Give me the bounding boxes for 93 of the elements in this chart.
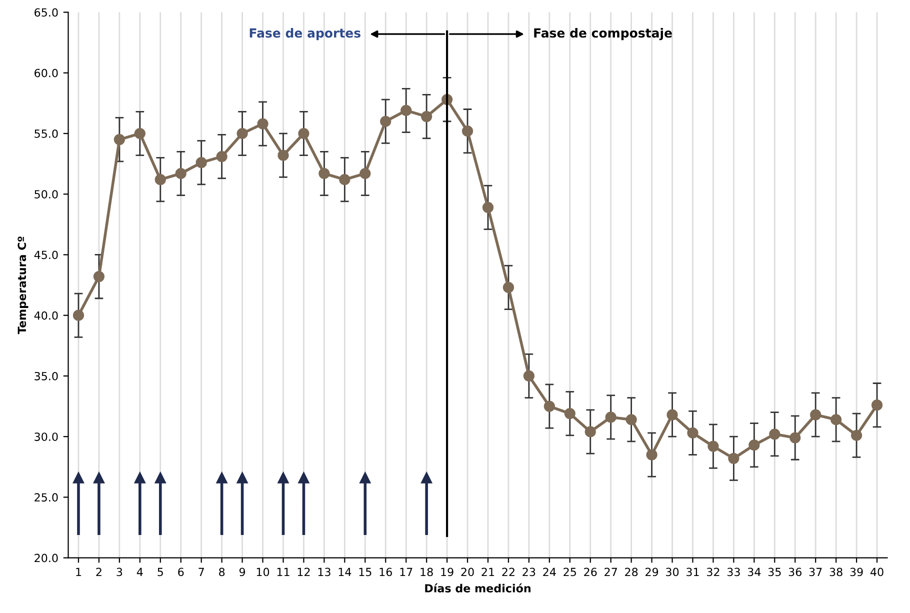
x-tick-label: 5 — [158, 568, 163, 576]
x-tick-label: 9 — [239, 568, 246, 576]
point — [850, 430, 862, 441]
x-tick-label: 35 — [768, 568, 781, 576]
point — [421, 110, 432, 122]
point — [790, 432, 801, 444]
x-tick-label: 36 — [788, 568, 802, 576]
y-tick-label: 45.0 — [34, 250, 58, 260]
point — [462, 126, 474, 137]
y-tick-label: 25.0 — [34, 493, 58, 502]
y-tick-label: 35.0 — [34, 372, 58, 380]
x-tick-label: 12 — [298, 568, 310, 576]
point — [134, 128, 146, 140]
annotation: Fase de aportes — [250, 28, 360, 40]
x-axis-title: Días de medición — [425, 583, 530, 592]
point — [257, 118, 268, 130]
point — [236, 128, 248, 140]
x-tick-label: 37 — [809, 568, 822, 576]
point — [687, 427, 698, 439]
x-tick-label: 10 — [256, 568, 270, 576]
point — [666, 409, 678, 420]
x-tick-label: 27 — [604, 568, 617, 576]
y-tick-label: 40.0 — [34, 311, 58, 320]
y-tick-label: 60.0 — [34, 68, 58, 78]
x-tick-label: 1 — [76, 568, 81, 576]
y-tick-label: 30.0 — [34, 432, 58, 441]
x-tick-label: 40 — [870, 568, 884, 576]
point — [646, 449, 658, 460]
point — [728, 452, 740, 464]
x-tick-label: 16 — [380, 568, 392, 576]
x-tick-label: 14 — [338, 568, 352, 576]
point — [93, 271, 105, 282]
x-tick-label: 2 — [96, 568, 102, 576]
point — [871, 400, 883, 411]
y-tick-label: 65.0 — [34, 8, 58, 17]
y-tick-label: 55.0 — [34, 129, 58, 138]
x-tick-label: 13 — [318, 568, 330, 576]
point — [278, 150, 289, 161]
point — [708, 440, 719, 452]
x-tick-label: 28 — [625, 568, 638, 576]
point — [830, 414, 842, 426]
x-tick-label: 30 — [666, 568, 679, 576]
point — [196, 157, 207, 168]
point — [482, 202, 494, 214]
x-tick-label: 22 — [502, 568, 514, 576]
point — [114, 134, 125, 146]
point — [154, 174, 166, 186]
x-tick-label: 23 — [522, 568, 536, 576]
x-tick-label: 38 — [830, 568, 842, 576]
x-tick-label: 11 — [277, 568, 290, 576]
x-tick-label: 7 — [198, 568, 204, 576]
point — [72, 310, 84, 321]
point — [502, 282, 514, 294]
x-tick-label: 32 — [706, 568, 720, 576]
x-tick-label: 25 — [564, 568, 576, 576]
y-tick-label: 20.0 — [34, 554, 58, 562]
x-tick-label: 8 — [219, 568, 225, 576]
x-tick-label: 26 — [584, 568, 597, 576]
point — [769, 428, 780, 440]
x-tick-label: 18 — [420, 568, 433, 576]
point — [400, 104, 412, 116]
point — [339, 174, 350, 186]
point — [605, 412, 616, 423]
point — [544, 400, 555, 412]
x-tick-label: 15 — [359, 568, 372, 576]
y-tick-label: 50.0 — [34, 190, 58, 198]
point — [298, 128, 310, 140]
annotation: Fase de compostaje — [534, 28, 672, 40]
point — [748, 440, 760, 451]
x-tick-label: 33 — [727, 568, 740, 576]
point — [216, 150, 228, 162]
point — [523, 370, 534, 382]
x-tick-label: 21 — [482, 568, 494, 576]
x-tick-label: 20 — [461, 568, 474, 576]
x-tick-label: 31 — [686, 568, 699, 576]
point — [175, 168, 186, 180]
point — [626, 414, 637, 426]
x-tick-label: 39 — [850, 568, 863, 576]
x-tick-label: 24 — [543, 568, 556, 576]
x-tick-label: 19 — [441, 568, 454, 576]
x-tick-label: 4 — [136, 568, 143, 576]
x-tick-label: 29 — [646, 568, 658, 576]
point — [584, 426, 596, 438]
y-axis-title: Temperatura Cº — [18, 236, 28, 334]
x-tick-label: 34 — [748, 568, 761, 576]
point — [564, 408, 576, 420]
point — [318, 168, 330, 180]
x-tick-label: 17 — [400, 568, 412, 576]
point — [380, 116, 392, 127]
x-tick-label: 6 — [178, 568, 184, 576]
point — [810, 409, 822, 420]
x-tick-label: 3 — [116, 568, 122, 576]
point — [360, 168, 371, 180]
